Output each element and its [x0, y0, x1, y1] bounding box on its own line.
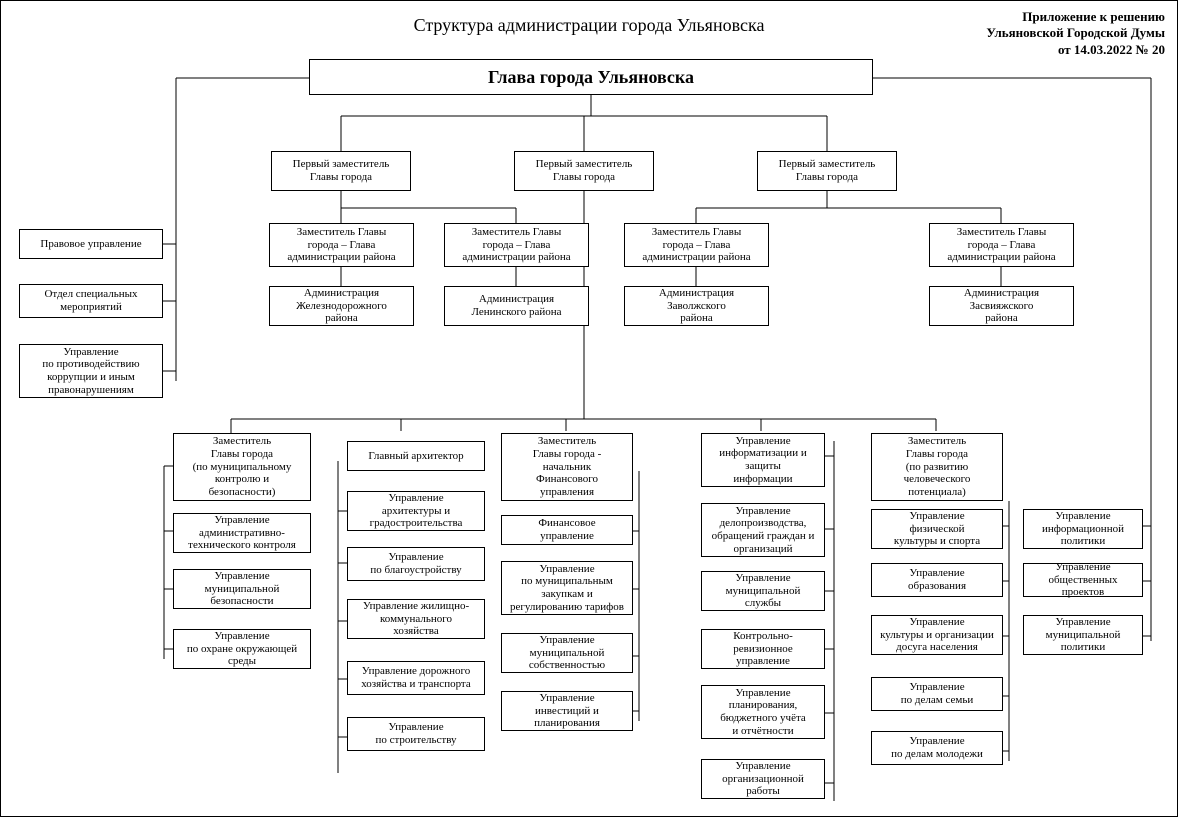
node-col5-culture: Управлениекультуры и организациидосуга н…	[871, 615, 1003, 655]
attachment-note: Приложение к решению Ульяновской Городск…	[986, 9, 1165, 58]
node-col4-audit: Контрольно-ревизионноеуправление	[701, 629, 825, 669]
node-col5-youth: Управлениепо делам молодежи	[871, 731, 1003, 765]
node-col4-civilservice: Управлениемуниципальнойслужбы	[701, 571, 825, 611]
node-col2-utilities: Управление жилищно-коммунальногохозяйств…	[347, 599, 485, 639]
node-zavolzh-head: Заместитель Главыгорода – Главаадминистр…	[624, 223, 769, 267]
node-col5-education: Управлениеобразования	[871, 563, 1003, 597]
node-col3-invest: Управлениеинвестиций ипланирования	[501, 691, 633, 731]
node-first-deputy-1: Первый заместительГлавы города	[271, 151, 411, 191]
node-lenin-head: Заместитель Главыгорода – Главаадминистр…	[444, 223, 589, 267]
org-chart-page: { "document": { "title": "Структура адми…	[0, 0, 1178, 817]
node-zasv-head: Заместитель Главыгорода – Главаадминистр…	[929, 223, 1074, 267]
attachment-line-2: Ульяновской Городской Думы	[986, 25, 1165, 41]
node-col4-orgwork: Управлениеорганизационнойработы	[701, 759, 825, 799]
node-zavolzh-admin: АдминистрацияЗаволжскогорайона	[624, 286, 769, 326]
node-col1-env: Управлениепо охране окружающейсреды	[173, 629, 311, 669]
node-col3-finance: Финансовоеуправление	[501, 515, 633, 545]
node-col3-procurement: Управлениепо муниципальнымзакупкам ирегу…	[501, 561, 633, 615]
node-col6-publicprojects: Управлениеобщественных проектов	[1023, 563, 1143, 597]
node-col6-infopolicy: Управлениеинформационнойполитики	[1023, 509, 1143, 549]
node-col1-admtech: Управлениеадминистративно-технического к…	[173, 513, 311, 553]
node-lenin-admin: АдминистрацияЛенинского района	[444, 286, 589, 326]
node-col2-head: Главный архитектор	[347, 441, 485, 471]
node-col4-it: Управлениеинформатизации изащитыинформац…	[701, 433, 825, 487]
node-col4-budget: Управлениепланирования,бюджетного учётаи…	[701, 685, 825, 739]
attachment-line-3: от 14.03.2022 № 20	[986, 42, 1165, 58]
node-col6-munpolicy: Управлениемуниципальнойполитики	[1023, 615, 1143, 655]
node-col5-family: Управлениепо делам семьи	[871, 677, 1003, 711]
node-first-deputy-2: Первый заместительГлавы города	[514, 151, 654, 191]
node-col2-arch: Управлениеархитектуры иградостроительств…	[347, 491, 485, 531]
node-col1-head: ЗаместительГлавы города(по муниципальном…	[173, 433, 311, 501]
node-anticorruption-dept: Управлениепо противодействиюкоррупции и …	[19, 344, 163, 398]
node-col1-safety: Управлениемуниципальнойбезопасности	[173, 569, 311, 609]
node-col2-construction: Управлениепо строительству	[347, 717, 485, 751]
node-zasv-admin: АдминистрацияЗасвияжскогорайона	[929, 286, 1074, 326]
node-head: Глава города Ульяновска	[309, 59, 873, 95]
node-col2-roads: Управление дорожногохозяйства и транспор…	[347, 661, 485, 695]
node-col5-sport: Управлениефизическойкультуры и спорта	[871, 509, 1003, 549]
attachment-line-1: Приложение к решению	[986, 9, 1165, 25]
node-col3-property: Управлениемуниципальнойсобственностью	[501, 633, 633, 673]
node-legal-dept: Правовое управление	[19, 229, 163, 259]
node-railway-admin: АдминистрацияЖелезнодорожногорайона	[269, 286, 414, 326]
node-col3-head: ЗаместительГлавы города -начальникФинанс…	[501, 433, 633, 501]
node-col2-landscape: Управлениепо благоустройству	[347, 547, 485, 581]
node-first-deputy-3: Первый заместительГлавы города	[757, 151, 897, 191]
node-railway-head: Заместитель Главыгорода – Главаадминистр…	[269, 223, 414, 267]
node-special-events-dept: Отдел специальныхмероприятий	[19, 284, 163, 318]
node-col4-records: Управлениеделопроизводства,обращений гра…	[701, 503, 825, 557]
node-col5-head: ЗаместительГлавы города(по развитиючелов…	[871, 433, 1003, 501]
